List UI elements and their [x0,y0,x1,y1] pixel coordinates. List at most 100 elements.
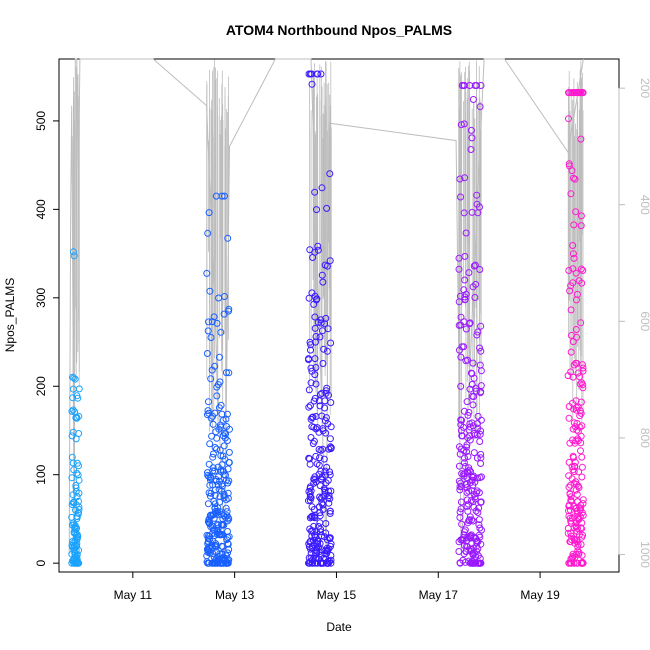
data-point [213,392,221,400]
data-point [463,489,471,496]
data-point [476,103,484,111]
data-point [317,70,325,78]
data-point [214,504,222,512]
data-point [467,146,475,153]
data-point [220,310,228,318]
data-point [570,174,577,182]
data-point [312,364,320,371]
data-point [206,481,214,489]
data-point [579,267,587,274]
data-point [476,266,484,273]
data-point [469,359,477,367]
data-point [305,386,313,394]
data-point [569,552,577,560]
data-point [72,435,80,443]
data-point [327,339,335,347]
data-point [310,397,318,405]
data-point [461,293,469,301]
data-point [207,375,215,383]
data-point [577,524,585,532]
data-point [572,486,580,494]
y2-tick-label: 800 [638,428,650,448]
data-point [574,547,582,555]
data-point [460,82,468,89]
data-point [306,490,314,498]
data-point [205,318,212,326]
data-point [477,388,485,396]
data-point [320,345,328,353]
data-point [207,473,215,481]
data-point [477,322,485,330]
data-point [326,170,334,178]
data-point [579,367,587,375]
data-point [306,246,314,254]
data-point [569,250,577,258]
data-point [472,507,480,515]
data-point [465,487,473,495]
data-point [463,398,471,406]
data-point [574,540,582,548]
data-point [577,409,585,417]
data-point [321,417,329,425]
data-point [327,552,335,559]
data-point [212,540,220,548]
data-point [223,536,231,544]
data-point [455,321,463,329]
data-point [72,526,80,534]
data-point [213,319,221,327]
data-point [569,279,577,287]
data-point [462,229,470,237]
y2-tick-label: 400 [638,195,650,215]
data-point [319,506,327,513]
data-point [460,120,468,128]
data-point [316,519,324,527]
data-point [327,399,335,406]
data-point [312,546,320,554]
data-point [206,440,214,448]
data-point [225,459,233,466]
data-point [570,361,578,369]
data-point [218,530,226,538]
data-point [477,454,485,462]
data-point [461,454,468,462]
data-point [316,454,324,462]
data-point [579,364,587,372]
data-point [572,478,580,486]
data-point [472,559,480,567]
data-point [317,495,325,503]
y-tick-label: 300 [34,287,48,307]
data-point [217,452,225,460]
data-point [69,394,77,402]
data-point [579,384,587,392]
data-point [312,452,320,460]
data-point [307,494,315,502]
data-point [318,473,326,481]
data-point [573,559,581,567]
data-point [307,415,315,423]
data-point [205,209,213,217]
data-point [209,450,217,458]
data-point [564,529,572,537]
data-point [318,184,326,192]
data-point [68,474,76,482]
data-point [74,394,82,402]
data-point [70,557,78,564]
data-point [223,410,231,418]
data-point [70,544,78,551]
data-point [205,460,213,468]
data-point [476,430,484,438]
data-point [575,277,583,285]
data-point [469,401,477,409]
data-point [307,434,315,441]
data-point [308,559,316,567]
data-point [319,327,326,335]
data-point [455,462,463,470]
data-point [472,387,480,395]
data-point [572,359,580,367]
y-tick-label: 0 [34,559,48,566]
data-point [475,516,483,524]
data-point [572,296,580,304]
data-point [210,497,218,505]
data-point [306,460,314,468]
data-point [72,484,80,492]
